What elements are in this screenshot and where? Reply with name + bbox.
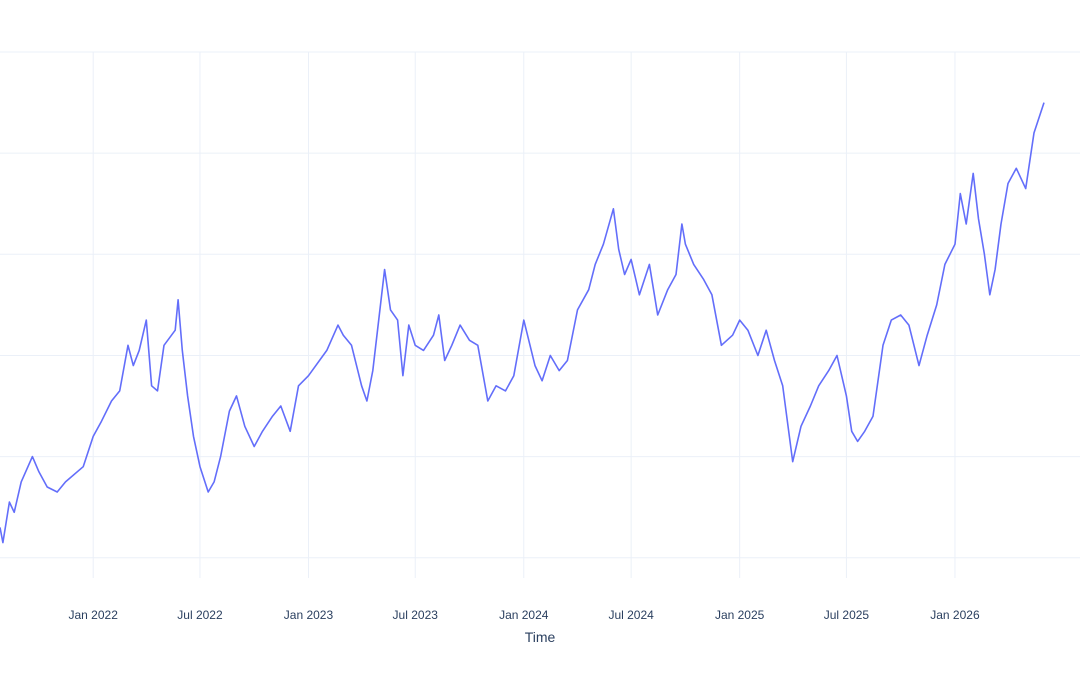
x-tick-label: Jan 2024	[499, 608, 549, 622]
x-tick-label: Jul 2025	[824, 608, 870, 622]
grid-lines	[0, 51, 1080, 578]
x-tick-label: Jan 2026	[930, 608, 980, 622]
series-line-0	[0, 102, 1045, 544]
x-tick-label: Jul 2023	[393, 608, 439, 622]
x-tick-label: Jan 2022	[68, 608, 118, 622]
x-tick-label: Jul 2024	[608, 608, 654, 622]
x-tick-label: Jul 2022	[177, 608, 223, 622]
x-tick-label: Jan 2025	[715, 608, 765, 622]
x-tick-label: Jan 2023	[284, 608, 334, 622]
x-axis-ticks: Jan 2022 Jul 2022 Jan 2023 Jul 2023 Jan 2024…	[68, 608, 979, 622]
series-layer	[0, 102, 1045, 544]
x-axis-title: Time	[525, 629, 556, 645]
